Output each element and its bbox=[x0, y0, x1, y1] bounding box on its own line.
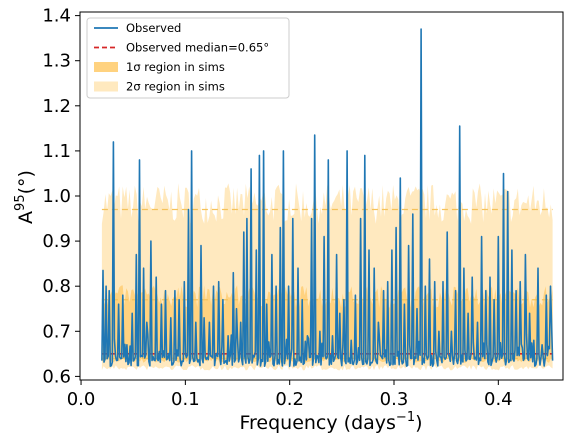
x-tick-label: 0.0 bbox=[67, 389, 96, 410]
legend: Observed Observed median=0.65° 1σ region i… bbox=[86, 17, 290, 99]
x-tick-label: 0.1 bbox=[171, 389, 200, 410]
observed-series-line bbox=[101, 28, 554, 367]
x-tick-label: 0.2 bbox=[275, 389, 304, 410]
y-tick-label: 1.4 bbox=[42, 6, 71, 27]
y-tick-label: 0.9 bbox=[42, 231, 71, 252]
y-tick-label: 1.3 bbox=[42, 51, 71, 72]
legend-label: 1σ region in sims bbox=[126, 60, 225, 74]
legend-swatch-band bbox=[94, 81, 118, 92]
y-tick-label: 0.7 bbox=[42, 321, 71, 342]
x-tick-label: 0.3 bbox=[380, 389, 409, 410]
x-tick-label: 0.4 bbox=[484, 389, 513, 410]
legend-label: Observed median=0.65° bbox=[126, 41, 269, 55]
y-axis-label: A95(°) bbox=[13, 170, 37, 224]
x-axis: 0.0 0.1 0.2 0.3 0.4 bbox=[67, 380, 513, 410]
y-tick-label: 1.2 bbox=[42, 96, 71, 117]
legend-box bbox=[86, 17, 290, 99]
legend-label: 2σ region in sims bbox=[126, 80, 225, 94]
y-tick-label: 1.1 bbox=[42, 141, 71, 162]
legend-label: Observed bbox=[126, 21, 181, 35]
x-axis-label: Frequency (days−1) bbox=[239, 410, 422, 434]
observed-series-layer bbox=[101, 28, 554, 367]
legend-swatch-band bbox=[94, 62, 118, 72]
y-tick-label: 0.8 bbox=[42, 276, 71, 297]
y-tick-label: 1.0 bbox=[42, 186, 71, 207]
y-tick-label: 0.6 bbox=[42, 366, 71, 387]
y-axis: 0.6 0.7 0.8 0.9 1.0 1.1 1.2 1.3 1.4 bbox=[42, 6, 80, 387]
